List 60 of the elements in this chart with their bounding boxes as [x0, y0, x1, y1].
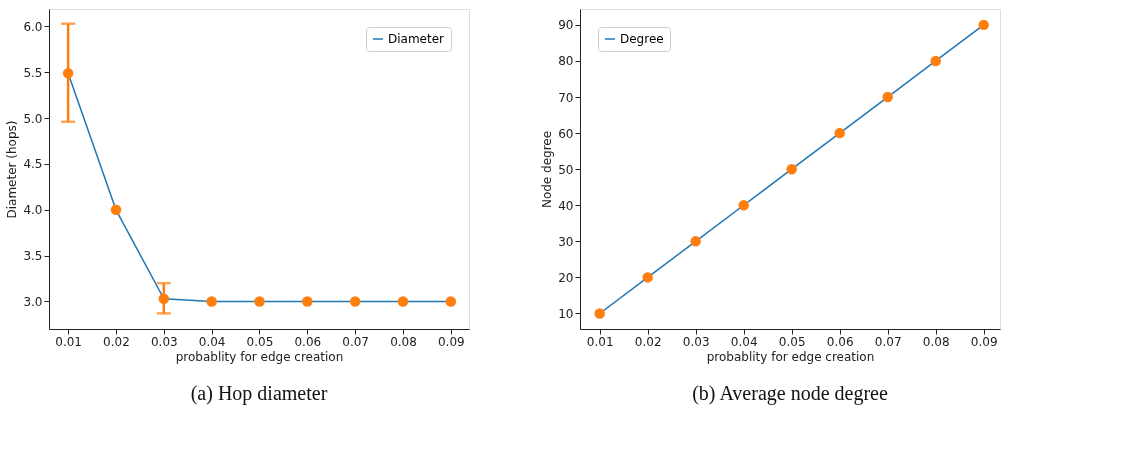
point — [882, 91, 893, 103]
x-tick-label: 0.03 — [150, 334, 178, 349]
x-tick-label: 0.06 — [294, 334, 322, 349]
text: (b) Average node degree — [692, 382, 888, 405]
point — [62, 67, 74, 79]
point — [978, 19, 989, 31]
x-axis-title: probablity for edge creation — [175, 349, 344, 364]
y-tick-label: 20 — [558, 270, 574, 285]
y-tick-label: 4.5 — [23, 157, 43, 172]
y-tick-label: 4.0 — [23, 203, 43, 218]
y-tick-label: 6.0 — [23, 19, 43, 34]
x-tick-label: 0.04 — [730, 334, 758, 349]
point — [786, 163, 797, 175]
x-axis-title: probablity for edge creation — [706, 349, 875, 364]
y-axis-title: Diameter (hops) — [5, 120, 20, 219]
y-tick-label: 10 — [558, 306, 574, 321]
y-axis-title: Node degree — [540, 130, 555, 209]
legend-label: Diameter — [388, 32, 445, 46]
point — [397, 296, 409, 307]
y-tick-label: 5.5 — [23, 65, 43, 80]
point — [158, 293, 170, 304]
y-tick-label: 3.5 — [23, 249, 43, 264]
x-tick-label: 0.06 — [826, 334, 854, 349]
y-tick-label: 60 — [558, 126, 574, 141]
x-tick-label: 0.08 — [390, 334, 417, 349]
x-tick-label: 0.07 — [874, 334, 902, 349]
point — [206, 296, 217, 307]
point — [594, 308, 605, 319]
x-tick-label: 0.09 — [437, 334, 465, 349]
x-tick-label: 0.05 — [778, 334, 806, 349]
y-tick-label: 80 — [558, 54, 574, 69]
x-tick-label: 0.03 — [682, 334, 710, 349]
y-tick-label: 40 — [558, 198, 574, 213]
y-tick-label: 30 — [558, 234, 574, 249]
x-tick-label: 0.05 — [246, 334, 274, 349]
point — [930, 55, 941, 67]
x-tick-label: 0.08 — [922, 334, 950, 349]
point — [110, 204, 122, 216]
y-tick-label: 90 — [558, 18, 574, 33]
point — [302, 296, 313, 307]
y-tick-label: 50 — [558, 162, 574, 177]
point — [254, 296, 265, 307]
y-tick-label: 5.0 — [23, 111, 43, 126]
point — [834, 127, 845, 139]
x-tick-label: 0.01 — [55, 334, 82, 349]
x-tick-label: 0.01 — [586, 334, 614, 349]
x-tick-label: 0.07 — [342, 334, 370, 349]
point — [690, 236, 701, 247]
y-tick-label: 3.0 — [23, 294, 43, 309]
legend-label: Degree — [620, 32, 664, 46]
x-tick-label: 0.04 — [198, 334, 226, 349]
text: (a) Hop diameter — [190, 382, 328, 405]
point — [349, 296, 361, 307]
x-tick-label: 0.02 — [103, 334, 130, 349]
point — [642, 272, 653, 283]
point — [445, 296, 457, 307]
x-tick-label: 0.09 — [970, 334, 998, 349]
point — [738, 200, 749, 211]
y-tick-label: 70 — [558, 90, 574, 105]
x-tick-label: 0.02 — [634, 334, 662, 349]
